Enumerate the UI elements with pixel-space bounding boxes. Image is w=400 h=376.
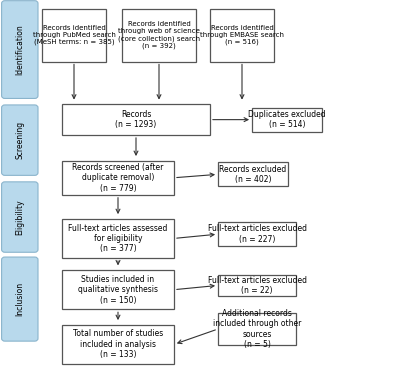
- FancyBboxPatch shape: [42, 9, 106, 62]
- Text: Total number of studies
included in analysis
(n = 133): Total number of studies included in anal…: [73, 329, 163, 359]
- Text: Records screened (after
duplicate removal)
(n = 779): Records screened (after duplicate remova…: [72, 163, 164, 193]
- FancyBboxPatch shape: [62, 104, 210, 135]
- FancyBboxPatch shape: [62, 270, 174, 309]
- Text: Records excluded
(n = 402): Records excluded (n = 402): [219, 165, 287, 184]
- Text: Inclusion: Inclusion: [15, 282, 24, 316]
- Text: Screening: Screening: [15, 121, 24, 159]
- FancyBboxPatch shape: [2, 105, 38, 175]
- FancyBboxPatch shape: [2, 1, 38, 99]
- Text: Studies included in
qualitative synthesis
(n = 150): Studies included in qualitative synthesi…: [78, 275, 158, 305]
- Text: Records identified
through EMBASE search
(n = 516): Records identified through EMBASE search…: [200, 25, 284, 45]
- FancyBboxPatch shape: [2, 257, 38, 341]
- Text: Duplicates excluded
(n = 514): Duplicates excluded (n = 514): [248, 110, 326, 129]
- Text: Full-text articles assessed
for eligibility
(n = 377): Full-text articles assessed for eligibil…: [68, 223, 168, 253]
- FancyBboxPatch shape: [218, 313, 296, 345]
- Text: Records identified
through PubMed search
(MeSH terms: n = 385): Records identified through PubMed search…: [32, 25, 116, 45]
- FancyBboxPatch shape: [210, 9, 274, 62]
- FancyBboxPatch shape: [62, 161, 174, 195]
- FancyBboxPatch shape: [2, 182, 38, 252]
- Text: Full-text articles excluded
(n = 22): Full-text articles excluded (n = 22): [208, 276, 306, 295]
- FancyBboxPatch shape: [218, 162, 288, 186]
- FancyBboxPatch shape: [218, 222, 296, 246]
- Text: Eligibility: Eligibility: [15, 199, 24, 235]
- FancyBboxPatch shape: [62, 325, 174, 364]
- Text: Records identified
through web of science
(core collection) search
(n = 392): Records identified through web of scienc…: [118, 21, 200, 49]
- Text: Additional records
included through other
sources
(n = 5): Additional records included through othe…: [213, 309, 301, 349]
- FancyBboxPatch shape: [252, 108, 322, 132]
- FancyBboxPatch shape: [122, 9, 196, 62]
- Text: Full-text articles excluded
(n = 227): Full-text articles excluded (n = 227): [208, 224, 306, 244]
- Text: Identification: Identification: [15, 24, 24, 75]
- FancyBboxPatch shape: [62, 219, 174, 258]
- FancyBboxPatch shape: [218, 275, 296, 296]
- Text: Records
(n = 1293): Records (n = 1293): [115, 110, 157, 129]
